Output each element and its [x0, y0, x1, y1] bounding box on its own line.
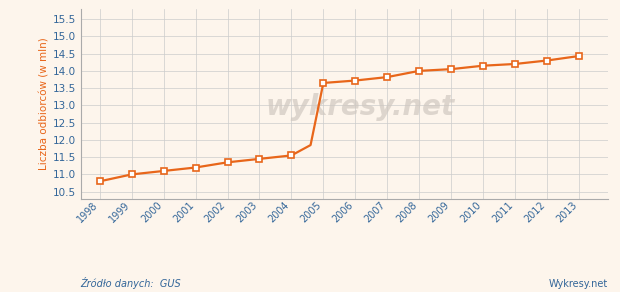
Text: wykresy.net: wykresy.net: [265, 93, 454, 121]
Y-axis label: Liczba odbiorców (w mln): Liczba odbiorców (w mln): [39, 37, 49, 170]
Text: Wykresy.net: Wykresy.net: [548, 279, 608, 289]
Text: Źródło danych:  GUS: Źródło danych: GUS: [81, 277, 182, 289]
